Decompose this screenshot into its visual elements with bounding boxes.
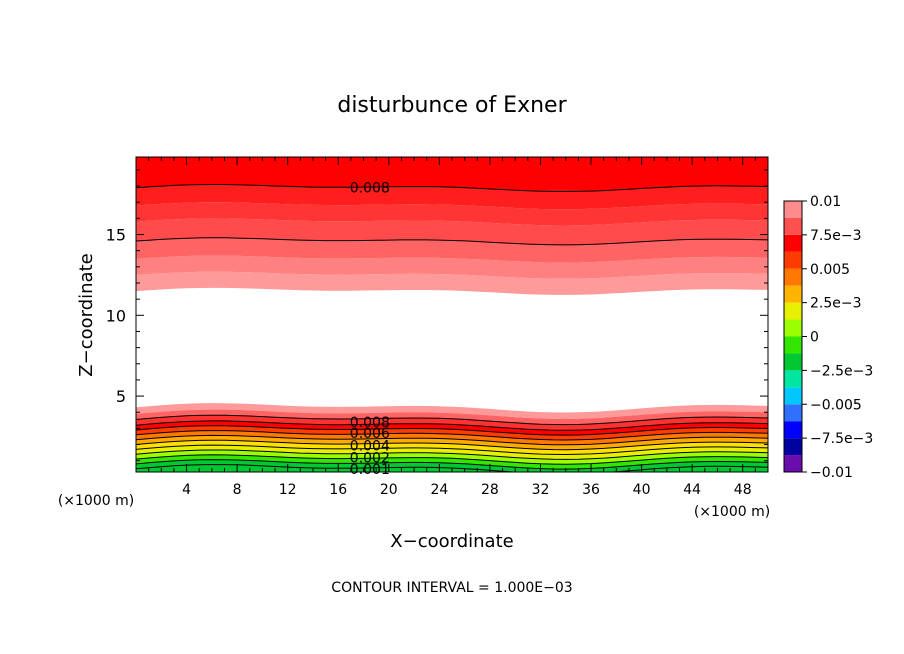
lower-contour-line-2 (136, 425, 768, 436)
lower-band-10 (136, 454, 768, 470)
chart-title: disturbunce of Exner (337, 93, 567, 118)
x-tick-label: 48 (734, 482, 752, 498)
lower-contour-line-8 (136, 454, 768, 465)
lower-band-9 (136, 450, 768, 465)
colorbar-tick-label: 0.01 (810, 194, 841, 210)
lower-band-3 (136, 420, 768, 436)
colorbar-tick-label: −0.005 (810, 397, 862, 413)
lower-contour-line-9 (136, 459, 768, 470)
upper-contour-line-0 (136, 237, 768, 246)
x-tick-label: 40 (633, 482, 651, 498)
lower-contour-line-7 (136, 449, 768, 460)
upper-band-4 (136, 202, 768, 226)
x-tick-label: 4 (182, 482, 191, 498)
colorbar-tick-label: 7.5e−3 (810, 228, 862, 244)
plot-area (136, 157, 768, 472)
x-tick-label: 32 (532, 482, 550, 498)
lower-band-4 (136, 425, 768, 440)
colorbar-swatch (784, 234, 802, 252)
x-tick-label: 20 (380, 482, 398, 498)
x-unit-right: (×1000 m) (694, 504, 770, 520)
y-tick-label: 15 (106, 226, 126, 245)
colorbar: 0.01 7.5e−3 0.005 2.5e−3 0 −2.5e−3 −0.005 −7.5e… (783, 194, 873, 481)
lower-band-1 (136, 409, 768, 425)
x-tick-label: 36 (582, 482, 600, 498)
x-tick-label: 8 (233, 482, 242, 498)
colorbar-tick-label: 0 (810, 330, 819, 346)
x-tick-label: 28 (481, 482, 499, 498)
y-tick-label: 5 (116, 387, 126, 406)
colorbar-tick-label: 2.5e−3 (810, 296, 862, 312)
x-axis-label: X−coordinate (390, 531, 513, 552)
lower-contour-line-3 (136, 430, 768, 441)
colorbar-swatch (784, 404, 802, 422)
lower-band-2 (136, 415, 768, 431)
colorbar-tick-label: −7.5e−3 (810, 431, 873, 447)
contour-interval-note: CONTOUR INTERVAL = 1.000E−03 (331, 580, 572, 596)
colorbar-swatch (784, 421, 802, 439)
contour-label: 0.008 (350, 181, 390, 197)
x-tick-label: 44 (683, 482, 701, 498)
colorbar-swatch (784, 336, 802, 354)
colorbar-swatch (784, 319, 802, 337)
colorbar-swatch (784, 455, 802, 472)
colorbar-swatch (784, 251, 802, 269)
x-tick-label: 12 (279, 482, 297, 498)
y-axis-label: Z−coordinate (76, 253, 97, 376)
upper-contour-line-1 (136, 184, 768, 192)
colorbar-tick-label: −2.5e−3 (810, 363, 873, 379)
lower-contour-line-1 (136, 420, 768, 431)
y-axis: 5 10 15 (106, 169, 768, 462)
contour-label: 0.004 (350, 438, 390, 454)
lower-contour-line-5 (136, 439, 768, 451)
x-unit-left: (×1000 m) (58, 493, 134, 509)
upper-band-1 (136, 255, 768, 279)
lower-band-5 (136, 430, 768, 445)
colorbar-swatch (784, 370, 802, 388)
contour-label: 0.002 (350, 450, 390, 466)
x-tick-label: 16 (329, 482, 347, 498)
lower-band-6 (136, 435, 768, 450)
colorbar-swatch (784, 438, 802, 456)
colorbar-tick-label: 0.005 (810, 262, 850, 278)
y-tick-label: 10 (106, 306, 126, 325)
contour-label: 0.008 (350, 415, 390, 431)
colorbar-swatch (784, 353, 802, 371)
upper-band-6 (136, 157, 768, 192)
colorbar-swatch (784, 302, 802, 320)
upper-contour-bands (136, 157, 768, 295)
colorbar-swatch (784, 285, 802, 303)
lower-contour-line-4 (136, 434, 768, 446)
lower-band-0 (136, 403, 768, 419)
x-axis: 4 8 12 16 20 24 28 32 36 40 44 48 (148, 157, 756, 498)
upper-band-3 (136, 218, 768, 245)
colorbar-swatch (784, 201, 802, 218)
lower-band-7 (136, 440, 768, 455)
x-tick-label: 24 (430, 482, 448, 498)
contour-lines (136, 184, 768, 472)
contour-label: 0.006 (350, 426, 390, 442)
lower-contour-line-0 (136, 414, 768, 426)
colorbar-swatch (784, 268, 802, 286)
colorbar-swatch (784, 217, 802, 235)
colorbar-swatch (784, 387, 802, 405)
upper-band-0 (136, 271, 768, 295)
contour-label: 0.001 (350, 462, 390, 478)
lower-band-8 (136, 445, 768, 460)
colorbar-tick-label: −0.01 (810, 465, 853, 481)
lower-contour-line-6 (136, 444, 768, 456)
